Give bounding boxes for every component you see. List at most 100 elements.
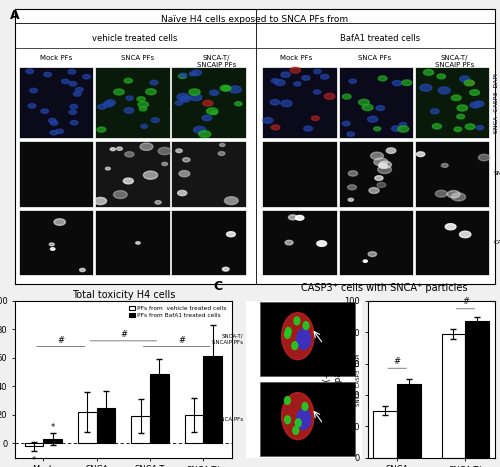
Circle shape	[293, 426, 298, 434]
Text: SNCA: SNCA	[494, 171, 500, 177]
Circle shape	[296, 419, 301, 427]
Circle shape	[220, 143, 225, 147]
Circle shape	[420, 84, 432, 91]
FancyBboxPatch shape	[262, 210, 336, 276]
Circle shape	[106, 167, 110, 170]
Circle shape	[175, 101, 183, 105]
Circle shape	[50, 130, 58, 135]
Circle shape	[151, 118, 160, 122]
Circle shape	[110, 148, 116, 151]
Circle shape	[126, 96, 134, 100]
Circle shape	[124, 108, 134, 113]
Text: #: #	[58, 336, 64, 345]
Circle shape	[478, 154, 490, 161]
Circle shape	[69, 110, 76, 114]
Circle shape	[271, 125, 280, 130]
Circle shape	[320, 74, 329, 79]
Text: #: #	[120, 330, 127, 340]
Circle shape	[82, 75, 90, 79]
Circle shape	[235, 102, 242, 106]
Bar	[96, 408, 116, 443]
Circle shape	[285, 241, 293, 245]
Text: *: *	[32, 456, 36, 465]
Circle shape	[348, 198, 354, 201]
Circle shape	[176, 149, 182, 153]
Circle shape	[229, 86, 241, 93]
Legend: PFs from  vehicle treated cells, PFs from BafA1 treated cells: PFs from vehicle treated cells, PFs from…	[126, 304, 229, 320]
Bar	[150, 374, 169, 443]
Text: SNCA-T/
SNCAIP PFs: SNCA-T/ SNCAIP PFs	[434, 55, 474, 68]
Circle shape	[432, 124, 442, 129]
Circle shape	[275, 80, 285, 85]
Circle shape	[349, 79, 356, 83]
Circle shape	[374, 127, 380, 131]
Circle shape	[290, 67, 300, 73]
Circle shape	[284, 396, 290, 404]
Circle shape	[125, 152, 134, 157]
FancyBboxPatch shape	[415, 210, 489, 276]
FancyBboxPatch shape	[415, 141, 489, 207]
Text: *: *	[50, 423, 55, 432]
Circle shape	[210, 111, 218, 115]
Circle shape	[286, 327, 291, 335]
Circle shape	[281, 72, 290, 78]
Circle shape	[26, 69, 34, 73]
Ellipse shape	[296, 329, 310, 349]
Text: vehicle treated cells: vehicle treated cells	[92, 34, 178, 43]
Circle shape	[136, 241, 140, 244]
Circle shape	[377, 183, 386, 187]
FancyBboxPatch shape	[19, 141, 93, 207]
Circle shape	[199, 131, 210, 137]
Circle shape	[364, 260, 368, 262]
Circle shape	[180, 96, 190, 102]
Circle shape	[437, 74, 446, 79]
Circle shape	[226, 232, 235, 237]
Circle shape	[146, 89, 156, 95]
Circle shape	[375, 176, 383, 180]
Circle shape	[124, 178, 134, 184]
Circle shape	[476, 126, 484, 130]
Circle shape	[30, 88, 38, 93]
Title: Total toxicity H4 cells: Total toxicity H4 cells	[72, 290, 175, 300]
Bar	[44, 439, 62, 443]
Bar	[466, 321, 489, 458]
Circle shape	[224, 197, 238, 205]
Circle shape	[400, 122, 406, 127]
FancyBboxPatch shape	[338, 67, 413, 138]
Ellipse shape	[282, 313, 314, 360]
Text: SNCA-T/
SNCAIP PFs: SNCA-T/ SNCAIP PFs	[212, 334, 244, 345]
Text: #: #	[178, 336, 186, 345]
Circle shape	[348, 171, 358, 176]
Circle shape	[180, 73, 186, 77]
Circle shape	[138, 101, 148, 107]
Text: SNCA  CASP3  DAPI: SNCA CASP3 DAPI	[356, 353, 360, 406]
Circle shape	[457, 105, 468, 111]
Text: A: A	[10, 9, 20, 22]
Circle shape	[370, 152, 384, 160]
Circle shape	[140, 143, 153, 150]
Circle shape	[460, 76, 470, 82]
Circle shape	[194, 126, 206, 133]
Bar	[184, 415, 204, 443]
Circle shape	[460, 231, 471, 238]
Circle shape	[452, 193, 466, 201]
Text: SNCA  CASP3  DAPI: SNCA CASP3 DAPI	[494, 73, 499, 133]
Circle shape	[158, 148, 171, 155]
Circle shape	[317, 241, 326, 247]
Circle shape	[302, 76, 310, 80]
Circle shape	[296, 215, 304, 220]
Text: BafA1 treated cells: BafA1 treated cells	[340, 34, 420, 43]
FancyBboxPatch shape	[95, 67, 170, 138]
Circle shape	[80, 269, 85, 272]
FancyBboxPatch shape	[262, 141, 336, 207]
Circle shape	[303, 322, 309, 330]
Circle shape	[466, 124, 475, 129]
Circle shape	[50, 243, 54, 246]
Circle shape	[378, 163, 388, 168]
Circle shape	[104, 101, 114, 107]
Circle shape	[69, 82, 77, 86]
Circle shape	[150, 80, 158, 85]
Circle shape	[44, 72, 52, 77]
Circle shape	[48, 118, 56, 123]
Bar	[397, 384, 421, 458]
